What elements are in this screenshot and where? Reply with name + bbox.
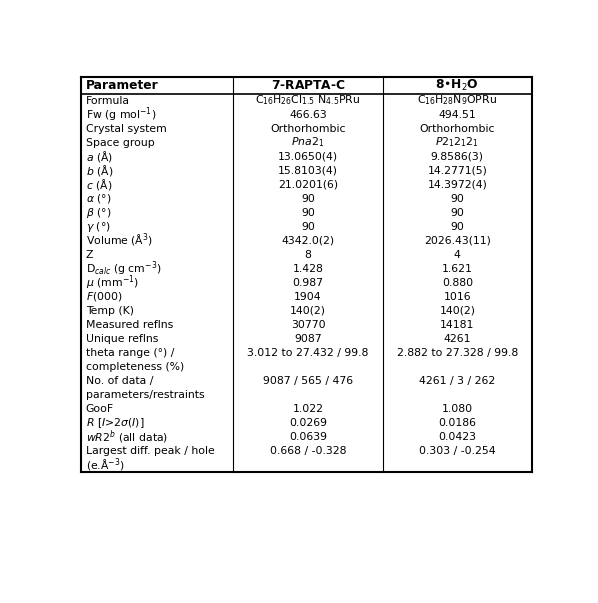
Text: D$_{calc}$ (g cm$^{-3}$): D$_{calc}$ (g cm$^{-3}$) bbox=[86, 259, 161, 278]
Text: $\mathbf{7}$-RAPTA-C: $\mathbf{7}$-RAPTA-C bbox=[271, 79, 346, 92]
Text: 0.0269: 0.0269 bbox=[289, 418, 327, 428]
Text: Orthorhombic: Orthorhombic bbox=[420, 124, 495, 134]
Text: 0.0186: 0.0186 bbox=[438, 418, 477, 428]
Text: 1.080: 1.080 bbox=[442, 404, 473, 414]
Text: Temp (K): Temp (K) bbox=[86, 306, 133, 316]
Text: 0.0423: 0.0423 bbox=[438, 432, 477, 442]
Text: 494.51: 494.51 bbox=[438, 110, 476, 119]
Text: 3.012 to 27.432 / 99.8: 3.012 to 27.432 / 99.8 bbox=[248, 348, 369, 358]
Text: $Pna$2$_{1}$: $Pna$2$_{1}$ bbox=[291, 136, 325, 150]
Text: Fw (g mol$^{-1}$): Fw (g mol$^{-1}$) bbox=[86, 106, 156, 124]
Text: $\mu$ (mm$^{-1}$): $\mu$ (mm$^{-1}$) bbox=[86, 273, 139, 292]
Text: GooF: GooF bbox=[86, 404, 114, 414]
Text: 0.303 / -0.254: 0.303 / -0.254 bbox=[419, 446, 496, 456]
Text: $R$ [$I$>2$\sigma$($I$)]: $R$ [$I$>2$\sigma$($I$)] bbox=[86, 416, 144, 430]
Text: Space group: Space group bbox=[86, 137, 154, 148]
Text: 2.882 to 27.328 / 99.8: 2.882 to 27.328 / 99.8 bbox=[396, 348, 518, 358]
Text: 4342.0(2): 4342.0(2) bbox=[282, 236, 335, 245]
Text: 0.0639: 0.0639 bbox=[289, 432, 327, 442]
Text: $\gamma$ (°): $\gamma$ (°) bbox=[86, 219, 111, 234]
Text: 466.63: 466.63 bbox=[289, 110, 327, 119]
Text: 15.8103(4): 15.8103(4) bbox=[278, 166, 338, 175]
Text: 90: 90 bbox=[301, 207, 315, 218]
Text: 9.8586(3): 9.8586(3) bbox=[431, 151, 484, 162]
Text: 14.3972(4): 14.3972(4) bbox=[428, 180, 487, 189]
Text: 8: 8 bbox=[304, 250, 312, 260]
Text: 0.880: 0.880 bbox=[442, 278, 473, 288]
Text: Largest diff. peak / hole: Largest diff. peak / hole bbox=[86, 446, 214, 456]
Text: 140(2): 140(2) bbox=[290, 306, 326, 316]
Text: 30770: 30770 bbox=[291, 320, 325, 330]
Text: 4261 / 3 / 262: 4261 / 3 / 262 bbox=[419, 376, 496, 386]
Text: $\alpha$ (°): $\alpha$ (°) bbox=[86, 192, 111, 205]
Text: completeness (%): completeness (%) bbox=[86, 362, 184, 372]
Text: 1016: 1016 bbox=[444, 292, 471, 302]
Text: 90: 90 bbox=[450, 207, 464, 218]
Text: $a$ (Å): $a$ (Å) bbox=[86, 149, 112, 164]
Text: Volume (Å$^{3}$): Volume (Å$^{3}$) bbox=[86, 232, 152, 250]
Text: $c$ (Å): $c$ (Å) bbox=[86, 177, 112, 192]
Text: 14181: 14181 bbox=[440, 320, 475, 330]
Text: 2026.43(11): 2026.43(11) bbox=[424, 236, 491, 245]
Text: 1.621: 1.621 bbox=[442, 264, 473, 274]
Text: 9087 / 565 / 476: 9087 / 565 / 476 bbox=[263, 376, 353, 386]
Text: Unique reflns: Unique reflns bbox=[86, 334, 158, 344]
Text: theta range (°) /: theta range (°) / bbox=[86, 348, 174, 358]
Text: No. of data /: No. of data / bbox=[86, 376, 153, 386]
Text: Parameter: Parameter bbox=[86, 79, 158, 92]
Text: Crystal system: Crystal system bbox=[86, 124, 166, 134]
Text: C$_{16}$H$_{28}$N$_{9}$OPRu: C$_{16}$H$_{28}$N$_{9}$OPRu bbox=[417, 93, 498, 107]
Text: Z: Z bbox=[86, 250, 93, 260]
Text: 90: 90 bbox=[450, 194, 464, 204]
Text: 1.428: 1.428 bbox=[292, 264, 324, 274]
Text: 4261: 4261 bbox=[444, 334, 471, 344]
Text: 90: 90 bbox=[450, 222, 464, 232]
Text: $P$2$_{1}$2$_{1}$2$_{1}$: $P$2$_{1}$2$_{1}$2$_{1}$ bbox=[435, 136, 480, 150]
Text: Formula: Formula bbox=[86, 95, 130, 106]
Text: 90: 90 bbox=[301, 222, 315, 232]
Text: (e.Å$^{-3}$): (e.Å$^{-3}$) bbox=[86, 456, 124, 473]
Text: $wR$2$^{b}$ (all data): $wR$2$^{b}$ (all data) bbox=[86, 428, 168, 446]
Text: 13.0650(4): 13.0650(4) bbox=[278, 151, 338, 162]
Text: C$_{16}$H$_{26}$Cl$_{1.5}$ N$_{4.5}$PRu: C$_{16}$H$_{26}$Cl$_{1.5}$ N$_{4.5}$PRu bbox=[255, 93, 361, 107]
Text: 1.022: 1.022 bbox=[292, 404, 324, 414]
Text: 21.0201(6): 21.0201(6) bbox=[278, 180, 338, 189]
Text: $b$ (Å): $b$ (Å) bbox=[86, 163, 113, 178]
Text: 1904: 1904 bbox=[294, 292, 322, 302]
Text: Orthorhombic: Orthorhombic bbox=[270, 124, 346, 134]
Text: Measured reflns: Measured reflns bbox=[86, 320, 173, 330]
Text: 0.668 / -0.328: 0.668 / -0.328 bbox=[270, 446, 346, 456]
Text: 9087: 9087 bbox=[294, 334, 322, 344]
Text: parameters/restraints: parameters/restraints bbox=[86, 390, 205, 400]
Text: $F$(000): $F$(000) bbox=[86, 290, 122, 303]
Text: 140(2): 140(2) bbox=[440, 306, 475, 316]
Text: $\mathbf{8}$•H$_2$O: $\mathbf{8}$•H$_2$O bbox=[435, 78, 479, 93]
Text: 90: 90 bbox=[301, 194, 315, 204]
Text: 4: 4 bbox=[454, 250, 461, 260]
Text: 14.2771(5): 14.2771(5) bbox=[428, 166, 487, 175]
Text: 0.987: 0.987 bbox=[292, 278, 324, 288]
Text: $\beta$ (°): $\beta$ (°) bbox=[86, 206, 111, 219]
